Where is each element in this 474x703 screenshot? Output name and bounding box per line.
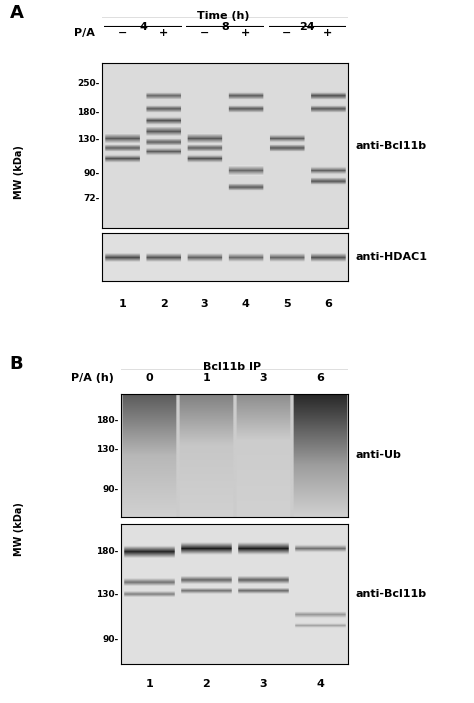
Text: 90-: 90- bbox=[83, 169, 100, 179]
Text: 5: 5 bbox=[283, 299, 291, 309]
Text: P/A: P/A bbox=[74, 28, 95, 38]
Text: −: − bbox=[118, 28, 127, 38]
Text: Time (h): Time (h) bbox=[197, 11, 249, 20]
Text: MW (kDa): MW (kDa) bbox=[14, 146, 24, 199]
Text: P/A (h): P/A (h) bbox=[71, 373, 114, 382]
Text: 130-: 130- bbox=[96, 444, 118, 453]
Text: −: − bbox=[200, 28, 210, 38]
Text: 180-: 180- bbox=[96, 416, 118, 425]
Text: MW (kDa): MW (kDa) bbox=[14, 502, 24, 556]
Text: +: + bbox=[241, 28, 250, 38]
Text: 6: 6 bbox=[316, 373, 324, 382]
Text: 250-: 250- bbox=[77, 79, 100, 88]
Text: anti-Ub: anti-Ub bbox=[356, 450, 401, 460]
Text: 3: 3 bbox=[201, 299, 209, 309]
Text: A: A bbox=[9, 4, 23, 22]
Text: anti-Bcl11b: anti-Bcl11b bbox=[356, 589, 427, 599]
Text: 24: 24 bbox=[300, 22, 315, 32]
Text: 180-: 180- bbox=[96, 548, 118, 556]
Text: 72-: 72- bbox=[83, 194, 100, 203]
Text: +: + bbox=[323, 28, 332, 38]
Text: 0: 0 bbox=[146, 373, 153, 382]
Text: 6: 6 bbox=[324, 299, 332, 309]
Text: 8: 8 bbox=[221, 22, 229, 32]
Text: 130-: 130- bbox=[77, 135, 100, 144]
Text: 4: 4 bbox=[242, 299, 250, 309]
Text: 3: 3 bbox=[259, 373, 267, 382]
Text: −: − bbox=[282, 28, 292, 38]
Text: anti-Bcl11b: anti-Bcl11b bbox=[356, 141, 427, 151]
Text: B: B bbox=[9, 355, 23, 373]
Text: 1: 1 bbox=[202, 373, 210, 382]
Text: 180-: 180- bbox=[77, 108, 100, 117]
Text: anti-HDAC1: anti-HDAC1 bbox=[356, 252, 428, 262]
Text: 3: 3 bbox=[259, 679, 267, 689]
Text: 2: 2 bbox=[160, 299, 167, 309]
Text: +: + bbox=[159, 28, 168, 38]
Text: 4: 4 bbox=[139, 22, 147, 32]
Text: 2: 2 bbox=[202, 679, 210, 689]
Text: 4: 4 bbox=[316, 679, 324, 689]
Text: 90-: 90- bbox=[102, 635, 118, 643]
Text: 130-: 130- bbox=[96, 590, 118, 598]
Text: 90-: 90- bbox=[102, 485, 118, 494]
Text: 1: 1 bbox=[146, 679, 153, 689]
Text: Bcl11b IP: Bcl11b IP bbox=[203, 362, 261, 372]
Text: 1: 1 bbox=[118, 299, 127, 309]
